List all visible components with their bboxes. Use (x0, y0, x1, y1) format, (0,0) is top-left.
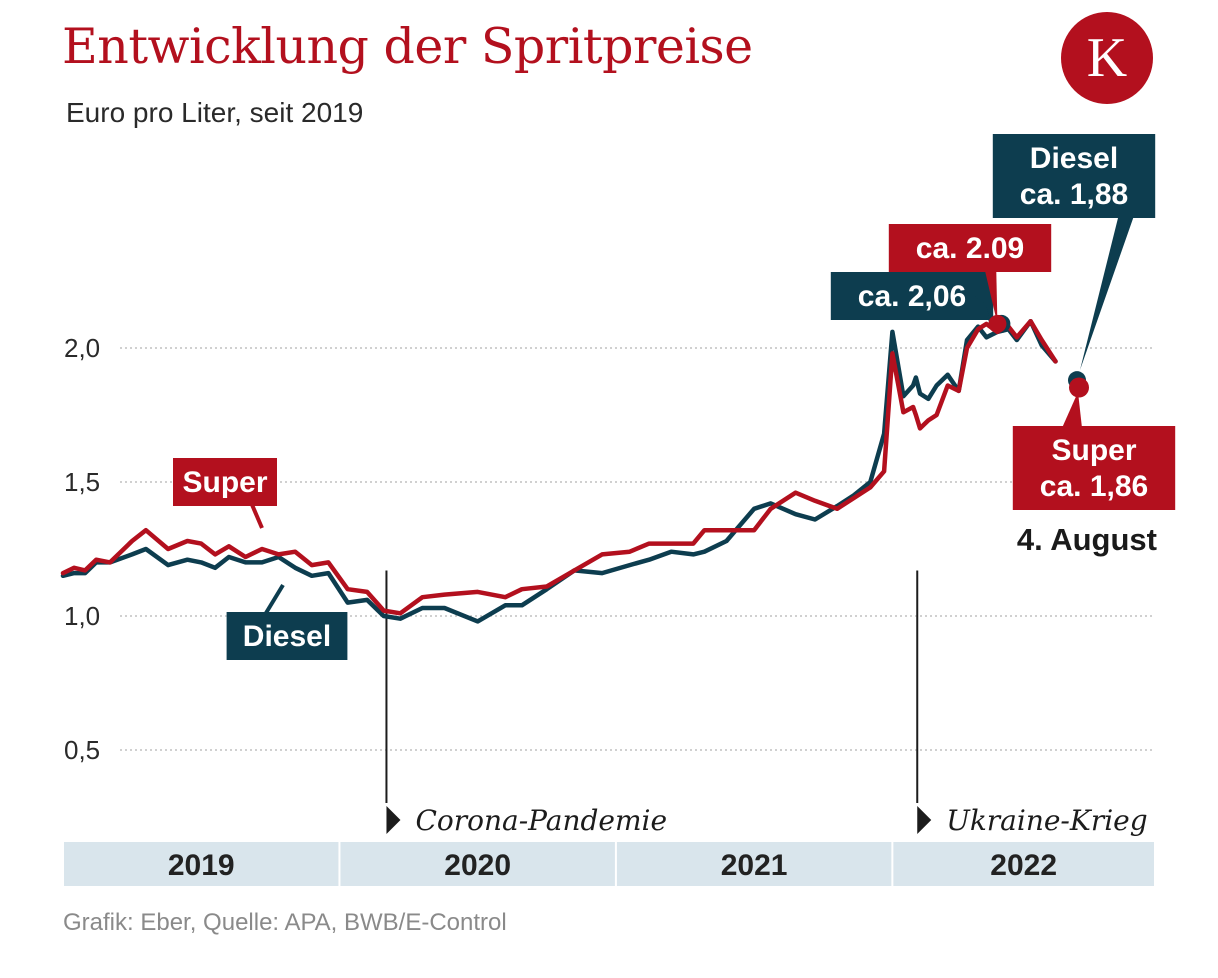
diesel-end-pointer (1080, 210, 1136, 370)
diesel-peak-pointer (975, 296, 992, 326)
year-band (64, 842, 339, 886)
diesel-peak-callout-box (830, 272, 994, 320)
year-band-label: 2019 (168, 849, 235, 882)
super-end-callout-box (1012, 426, 1176, 510)
year-band (893, 842, 1154, 886)
logo-letter: K (1086, 27, 1128, 89)
event-annotation: Ukraine-Krieg (946, 804, 1147, 837)
super-series-line (60, 318, 1058, 616)
super-peak-callout: ca. 2,09 (888, 224, 1052, 272)
year-band (340, 842, 615, 886)
year-band-label: 2021 (721, 849, 788, 882)
brand-logo: K (1061, 12, 1153, 104)
y-tick-label: 2,0 (64, 333, 100, 363)
date-label: 4. August (1017, 522, 1157, 557)
chart-subtitle: Euro pro Liter, seit 2019 (66, 97, 364, 128)
y-tick-label: 1,0 (64, 601, 100, 631)
super-end-callout-text: ca. 1,86 (1040, 470, 1148, 503)
diesel-end-callout-box (992, 134, 1156, 218)
event-marker-triangle (917, 806, 932, 834)
diesel-series-line (60, 318, 1058, 624)
super-peak-callout-box (888, 224, 1052, 272)
chart-title: Entwicklung der Spritpreise (62, 18, 753, 75)
diesel-series-label-box (226, 612, 348, 660)
super-peak-pointer (982, 258, 998, 324)
super-end-callout-text: Super (1051, 434, 1136, 467)
diesel-peak-callout-text: ca. 2,06 (858, 280, 966, 313)
source-note: Grafik: Eber, Quelle: APA, BWB/E-Control (63, 909, 507, 936)
super-series-label-box (173, 458, 277, 506)
super-peak-marker (988, 314, 1007, 333)
diesel-end-callout-text: Diesel (1030, 142, 1118, 175)
diesel-series-label: Diesel (226, 612, 348, 660)
super-series-label: Super (173, 458, 277, 506)
y-tick-label: 1,5 (64, 467, 100, 497)
y-tick-label: 0,5 (64, 735, 100, 765)
super-peak-callout-text: ca. 2,09 (916, 232, 1024, 265)
year-band-label: 2020 (444, 849, 511, 882)
diesel-peak-callout: ca. 2,06 (830, 272, 994, 320)
year-band (616, 842, 892, 886)
super-series-label-text: Super (182, 466, 267, 499)
super-end-pointer (1062, 392, 1082, 428)
year-band-label: 2022 (990, 849, 1057, 882)
diesel-series-label-text: Diesel (243, 620, 331, 653)
super-label-pointer (248, 499, 264, 529)
super-end-marker (1069, 377, 1089, 398)
diesel-label-pointer (264, 583, 285, 615)
event-annotation: Corona-Pandemie (415, 804, 667, 837)
diesel-end-callout-text: ca. 1,88 (1020, 178, 1128, 211)
event-marker-triangle (386, 806, 401, 834)
